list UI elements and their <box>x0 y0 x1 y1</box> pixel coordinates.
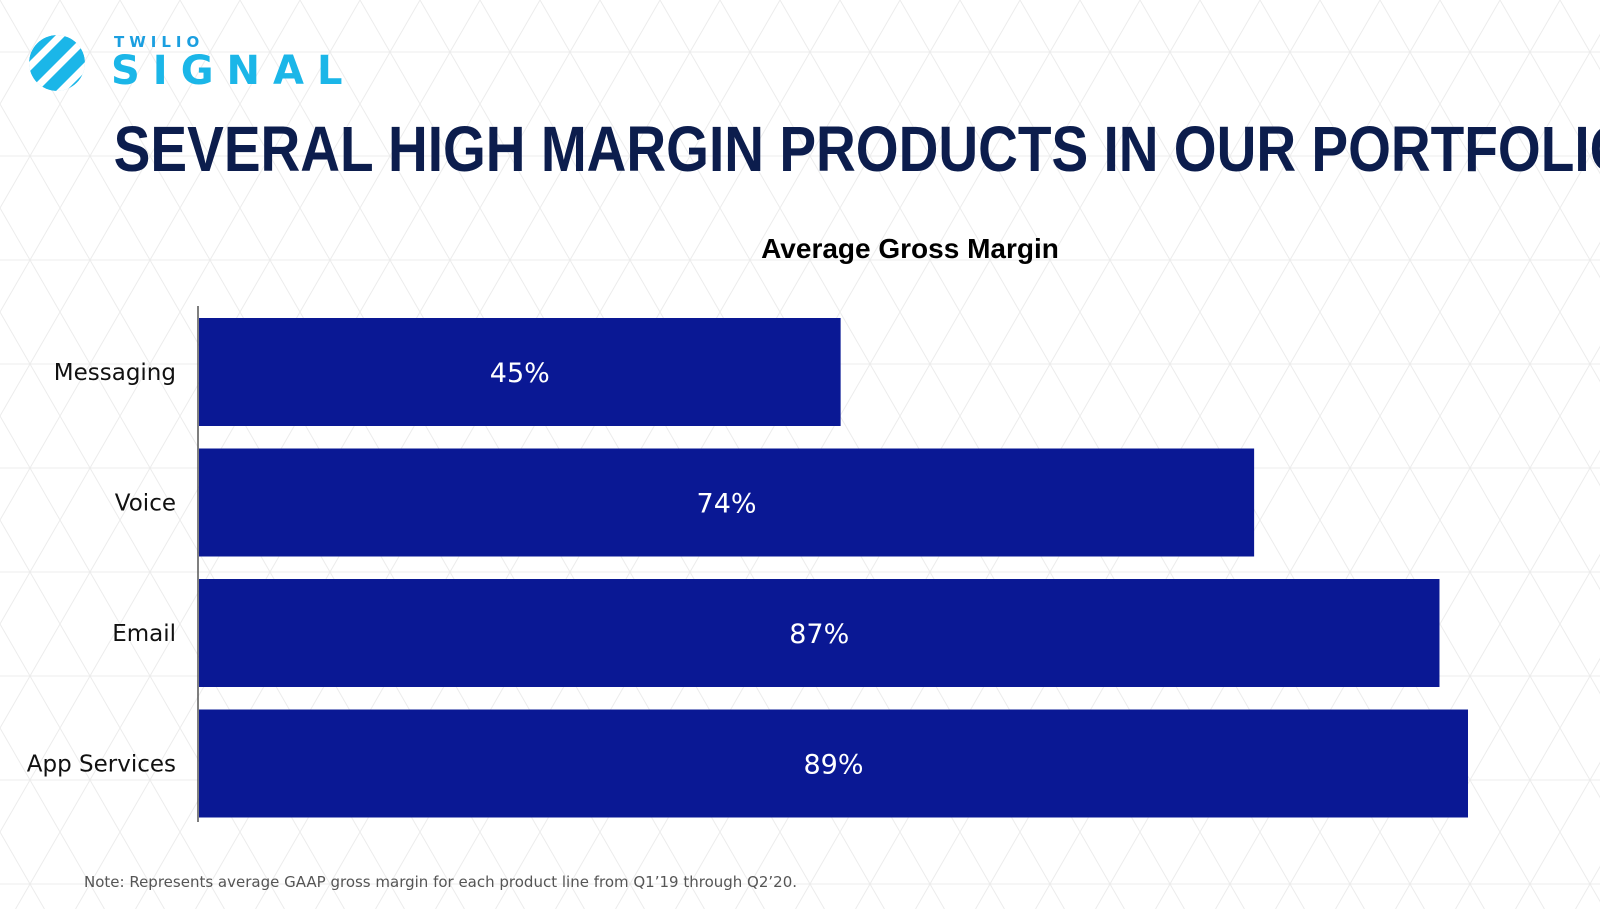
bar-value-label-messaging: 45% <box>490 358 550 389</box>
category-label-messaging: Messaging <box>54 360 176 386</box>
bar-value-label-voice: 74% <box>697 489 757 520</box>
twilio-signal-logo: TWILIO SIGNAL <box>28 30 368 100</box>
twilio-signal-slash-icon <box>29 35 85 91</box>
bar-value-label-app-services: 89% <box>803 750 863 781</box>
bar-value-label-email: 87% <box>789 619 849 650</box>
chart-title: Average Gross Margin <box>761 233 1059 264</box>
bar-app-services <box>199 709 1468 818</box>
bar-email <box>199 579 1440 687</box>
bar-voice <box>199 448 1255 557</box>
bar-messaging <box>199 318 841 426</box>
category-label-email: Email <box>112 621 176 647</box>
category-label-app-services: App Services <box>27 752 176 778</box>
footnote: Note: Represents average GAAP gross marg… <box>84 873 798 891</box>
logo-top-text: TWILIO <box>114 33 205 51</box>
category-label-voice: Voice <box>115 491 176 517</box>
page-title: SEVERAL HIGH MARGIN PRODUCTS IN OUR PORT… <box>113 113 1600 185</box>
logo-main-text: SIGNAL <box>111 48 356 94</box>
